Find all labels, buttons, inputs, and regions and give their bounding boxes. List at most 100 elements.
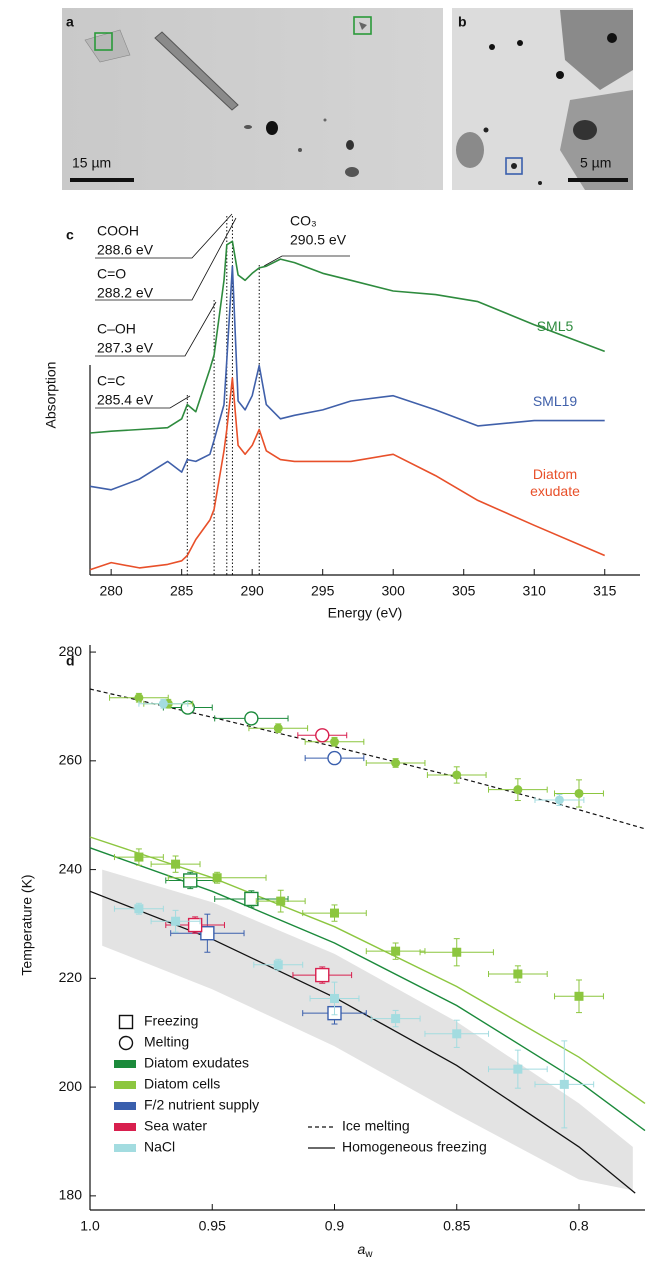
data-point [183,873,198,888]
data-point [315,728,330,743]
panel-label: c [66,227,74,243]
x-tick-label: 305 [452,583,476,599]
y-axis-label: Absorption [43,362,59,429]
legend-marker [118,1014,134,1030]
legend-label: Diatom exudates [144,1055,249,1071]
x-axis-label-main: a [357,1241,365,1257]
scale-bar-label: 15 µm [72,155,111,171]
legend: Freezing Melting Diatom exudates Diatom cel… [114,1013,487,1155]
data-point [513,1064,523,1074]
scale-bar-label: 5 µm [580,155,611,171]
legend-label: Homogeneous freezing [342,1139,487,1155]
y-tick-label: 180 [59,1187,83,1203]
legend-swatch [114,1081,136,1089]
data-point [200,926,215,941]
micrograph-b [452,8,633,190]
data-point [171,916,181,926]
data-point [273,960,283,970]
annotation-name: C=C [97,373,125,389]
x-axis-label: aw [357,1241,373,1260]
data-point [329,737,339,747]
annotation-energy: 288.6 eV [97,242,154,258]
annotation-leader [95,217,237,301]
data-point [244,711,259,726]
data-point [513,969,523,979]
data-point [171,859,181,869]
data-point [276,896,286,906]
y-tick-label: 260 [59,752,83,768]
data-point [212,873,222,883]
x-tick-label: 285 [170,583,194,599]
data-point [134,852,144,862]
legend-swatch [114,1102,136,1110]
data-point [329,908,339,918]
series-label: Diatom exudate [530,466,580,499]
data-point [187,917,203,933]
annotation-leader [95,213,233,259]
x-tick-label: 0.8 [569,1218,589,1234]
data-point [329,993,339,1003]
series-label: SML19 [532,393,578,409]
x-axis-label: Energy (eV) [328,605,403,621]
data-point [315,967,330,983]
data-point [391,758,401,768]
data-point [134,693,144,703]
x-tick-label: 0.85 [443,1218,470,1234]
legend-label: NaCl [144,1139,175,1155]
annotation-energy: 290.5 eV [290,232,347,248]
data-point [452,1029,462,1039]
data-point [244,891,259,907]
legend-label: Sea water [144,1118,207,1134]
ice-melting-line [89,688,646,830]
y-tick-label: 200 [59,1078,83,1094]
data-point [391,1014,401,1024]
x-tick-label: 290 [240,583,264,599]
legend-swatch [114,1060,136,1068]
data-point [513,785,523,795]
spectrum-line [89,240,605,434]
data-point [554,795,564,805]
panel-label: a [66,14,74,30]
spectrum-line [89,265,605,491]
annotation-leader [95,395,191,409]
y-tick-label: 240 [59,860,83,876]
data-point [327,750,342,766]
annotation-name: COOH [97,223,139,239]
data-point [559,1079,569,1089]
x-tick-label: 0.95 [199,1218,226,1234]
legend-label: F/2 nutrient supply [144,1097,259,1113]
data-point [452,947,462,957]
micrograph-a [62,8,443,190]
legend-label: Diatom cells [144,1076,220,1092]
legend-marker [118,1035,134,1051]
y-tick-label: 220 [59,969,83,985]
x-tick-label: 310 [523,583,547,599]
data-point [158,699,168,709]
annotation-energy: 287.3 eV [97,340,154,356]
y-tick-label: 280 [59,643,83,659]
data-point [134,904,144,914]
x-tick-label: 1.0 [80,1218,100,1234]
x-tick-label: 300 [382,583,406,599]
legend-label: Ice melting [342,1118,410,1134]
y-axis-label: Temperature (K) [19,874,35,975]
annotation-name: CO₃ [290,213,317,229]
legend-swatch [114,1123,136,1131]
legend-swatch [114,1144,136,1152]
series-label: SML5 [536,318,574,334]
data-point [452,770,462,780]
x-tick-label: 315 [593,583,617,599]
data-point [574,788,584,798]
annotation-leader [95,301,217,357]
annotation-energy: 288.2 eV [97,285,154,301]
spectrum-line [89,377,606,571]
x-tick-label: 280 [99,583,123,599]
legend-label: Melting [144,1034,189,1050]
data-point [574,991,584,1001]
annotation-name: C–OH [97,321,136,337]
x-axis-label-sub: w [364,1249,373,1260]
annotation-energy: 285.4 eV [97,392,154,408]
x-tick-label: 0.9 [325,1218,345,1234]
annotation-name: C=O [97,266,126,282]
